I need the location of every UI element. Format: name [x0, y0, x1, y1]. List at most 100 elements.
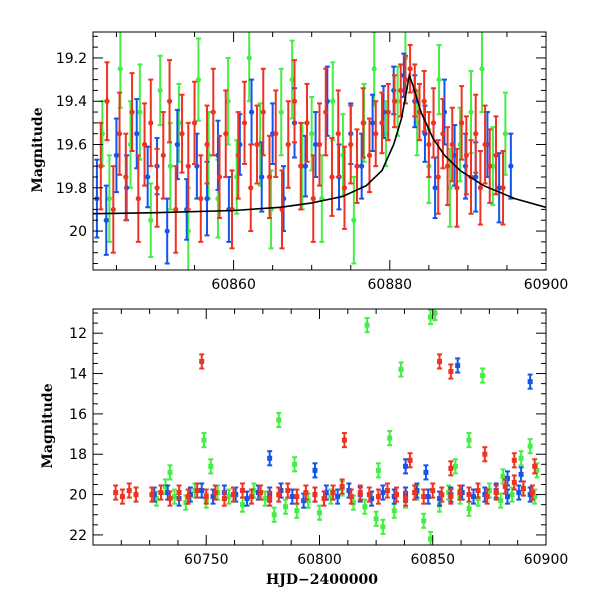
top-red-point-13: [179, 131, 185, 137]
top-red-point-61: [459, 120, 465, 126]
bottom-green-baseline-point-32: [486, 488, 492, 494]
top-red-point-57: [440, 131, 446, 137]
top-red-point-47: [391, 98, 398, 104]
bottom-blue-baseline-point-15: [323, 490, 329, 496]
top-red-point-53: [421, 98, 427, 104]
top-red-point-59: [449, 141, 455, 148]
top-red-point-68: [493, 152, 499, 158]
bottom-blue-baseline-point-25: [437, 496, 443, 502]
bottom-ytick-label-2: 16: [69, 407, 87, 423]
bottom-red-baseline-point-17: [267, 496, 273, 502]
bottom-red-baseline-point-21: [303, 490, 309, 496]
bottom-blue-outlier-point-2: [403, 463, 409, 469]
bottom-green-outlier-point-16: [527, 443, 533, 449]
top-red-point-6: [135, 196, 141, 202]
bottom-red-baseline-point-22: [312, 492, 318, 498]
bottom-green-outlier-point-10: [432, 310, 438, 316]
bottom-green-outlier-point-17: [534, 467, 540, 473]
bottom-green-baseline-point-18: [350, 500, 356, 506]
bottom-series-red: [113, 353, 538, 507]
bottom-blue-baseline-point-4: [199, 488, 205, 494]
top-green-point-19: [289, 77, 295, 83]
bottom-red-baseline-point-19: [285, 488, 291, 494]
top-red-point-54: [426, 141, 432, 148]
bottom-green-baseline-point-0: [153, 496, 159, 502]
top-red-point-2: [110, 206, 116, 213]
top-blue-point-34: [452, 152, 458, 158]
bottom-red-baseline-point-1: [119, 494, 125, 500]
bottom-red-baseline-point-33: [412, 490, 418, 496]
top-model-curve: [93, 72, 546, 215]
top-red-point-3: [116, 131, 123, 137]
top-blue-point-32: [432, 185, 438, 191]
bottom-green-baseline-point-15: [317, 510, 322, 516]
top-red-point-15: [191, 120, 198, 126]
bottom-green-baseline-point-30: [466, 506, 472, 512]
bottom-red-baseline-point-9: [194, 488, 200, 494]
top-red-point-50: [407, 66, 413, 72]
top-red-point-34: [310, 196, 316, 202]
top-blue-point-26: [370, 120, 376, 126]
bottom-xtick-label-2: 60850: [410, 552, 455, 568]
top-frame: [92, 31, 547, 271]
top-red-point-20: [223, 131, 229, 137]
bottom-green-outlier-point-11: [452, 463, 458, 469]
bottom-red-baseline-point-6: [167, 496, 173, 502]
top-blue-point-25: [359, 163, 365, 169]
bottom-series-green: [153, 309, 540, 545]
bottom-red-baseline-point-5: [158, 490, 164, 496]
top-green-point-25: [351, 217, 357, 223]
top-blue-point-16: [259, 174, 265, 180]
top-green-point-23: [330, 98, 336, 104]
top-red-point-66: [482, 141, 488, 148]
bottom-blue-baseline-point-11: [278, 488, 284, 494]
bottom-green-outlier-point-4: [292, 461, 298, 467]
top-ytick-label-0: 19.2: [56, 51, 87, 67]
top-red-point-65: [477, 185, 483, 191]
bottom-chart: 60750 60800 60850 60900 12 14 16 18 20 22: [69, 308, 568, 568]
bottom-red-baseline-point-44: [511, 479, 517, 485]
top-red-point-55: [430, 120, 437, 126]
bottom-green-outlier-point-12: [466, 437, 472, 443]
bottom-green-outlier-point-15: [518, 455, 524, 461]
bottom-green-baseline-point-34: [509, 492, 515, 498]
bottom-xlabel: HJD−2400000: [266, 572, 378, 588]
bottom-red-baseline-point-35: [430, 488, 436, 494]
bottom-red-baseline-point-18: [276, 492, 282, 498]
bottom-ytick-label-0: 12: [69, 326, 87, 342]
bottom-green-baseline-point-25: [421, 518, 427, 524]
bottom-green-baseline-point-19: [362, 504, 368, 510]
top-red-point-28: [273, 131, 279, 137]
top-blue-point-20: [302, 163, 309, 169]
bottom-red-baseline-point-14: [239, 488, 245, 494]
top-red-point-16: [198, 196, 204, 202]
bottom-ytick-label-3: 18: [69, 447, 87, 463]
bottom-red-outlier-point-5: [448, 465, 454, 471]
bottom-green-baseline-point-12: [283, 504, 289, 510]
bottom-green-outlier-point-2: [208, 463, 214, 469]
bottom-blue-baseline-point-28: [471, 494, 477, 500]
top-series-red: [98, 43, 506, 254]
top-green-point-34: [447, 185, 453, 191]
bottom-red-baseline-point-38: [457, 490, 463, 496]
bottom-ytick-label-1: 14: [69, 367, 87, 383]
top-red-point-37: [329, 174, 335, 180]
bottom-blue-outlier-point-5: [504, 475, 510, 481]
bottom-red-baseline-point-26: [348, 494, 354, 500]
bottom-red-baseline-point-15: [249, 494, 255, 500]
bottom-red-baseline-point-36: [439, 492, 445, 498]
bottom-red-baseline-point-46: [529, 490, 535, 496]
top-green-point-10: [195, 77, 202, 83]
bottom-green-outlier-point-8: [398, 367, 404, 373]
top-red-point-58: [444, 163, 451, 169]
bottom-red-baseline-point-31: [394, 492, 400, 498]
top-data: [93, 32, 546, 270]
top-green-point-27: [371, 66, 377, 72]
bottom-green-baseline-point-16: [328, 494, 334, 500]
top-blue-point-2: [113, 152, 120, 158]
top-red-point-4: [123, 174, 129, 180]
top-green-point-15: [246, 55, 252, 61]
bottom-red-baseline-point-28: [366, 492, 372, 498]
top-red-point-22: [235, 152, 241, 158]
top-red-point-39: [341, 185, 348, 191]
